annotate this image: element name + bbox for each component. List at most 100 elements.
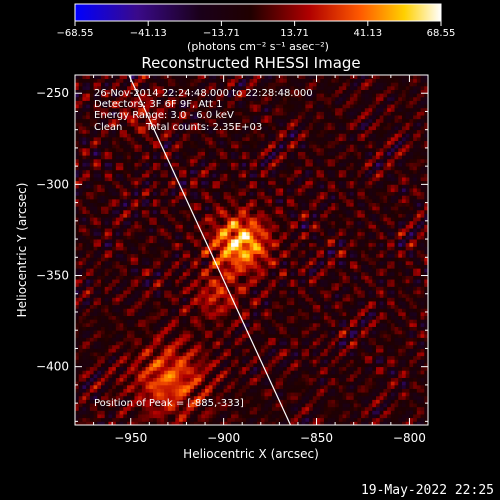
- heatmap-cell: [182, 282, 187, 287]
- heatmap-cell: [227, 85, 232, 90]
- heatmap-cell: [223, 286, 228, 291]
- heatmap-cell: [149, 301, 154, 306]
- heatmap-cell: [104, 268, 109, 273]
- heatmap-cell: [190, 377, 195, 382]
- heatmap-cell: [171, 155, 176, 160]
- heatmap-cell: [89, 282, 94, 287]
- heatmap-cell: [160, 188, 165, 193]
- heatmap-cell: [231, 373, 236, 379]
- heatmap-cell: [156, 268, 161, 273]
- heatmap-cell: [253, 191, 258, 196]
- heatmap-cell: [216, 275, 221, 280]
- heatmap-cell: [134, 100, 139, 105]
- heatmap-cell: [179, 304, 184, 309]
- heatmap-cell: [101, 133, 106, 138]
- heatmap-cell: [216, 417, 221, 422]
- heatmap-cell: [112, 377, 117, 382]
- heatmap-cell: [216, 250, 221, 255]
- heatmap-cell: [197, 293, 202, 298]
- heatmap-cell: [101, 352, 106, 357]
- heatmap-cell: [171, 344, 176, 349]
- heatmap-cell: [112, 184, 117, 189]
- heatmap-cell: [134, 359, 139, 364]
- heatmap-cell: [201, 202, 206, 207]
- heatmap-cell: [93, 352, 98, 357]
- heatmap-cell: [231, 173, 236, 178]
- heatmap-cell: [86, 366, 91, 371]
- heatmap-cell: [182, 158, 187, 163]
- heatmap-cell: [201, 228, 206, 233]
- heatmap-cell: [171, 144, 176, 149]
- heatmap-cell: [249, 115, 254, 120]
- heatmap-cell: [260, 326, 265, 331]
- heatmap-cell: [208, 341, 213, 346]
- heatmap-cell: [86, 286, 91, 291]
- heatmap-cell: [93, 202, 98, 207]
- heatmap-cell: [78, 177, 83, 182]
- heatmap-cell: [75, 122, 80, 127]
- heatmap-cell: [89, 403, 94, 408]
- heatmap-cell: [160, 290, 165, 295]
- heatmap-cell: [253, 381, 258, 386]
- heatmap-cell: [97, 290, 102, 295]
- heatmap-cell: [253, 377, 258, 382]
- heatmap-cell: [112, 96, 117, 101]
- heatmap-cell: [108, 115, 113, 120]
- heatmap-cell: [153, 195, 158, 200]
- heatmap-cell: [164, 293, 169, 298]
- heatmap-cell: [145, 264, 150, 269]
- heatmap-cell: [149, 129, 154, 134]
- heatmap-cell: [123, 403, 128, 408]
- heatmap-cell: [242, 122, 247, 127]
- heatmap-cell: [190, 344, 195, 349]
- heatmap-cell: [249, 220, 254, 225]
- heatmap-cell: [164, 308, 169, 313]
- heatmap-cell: [156, 279, 161, 284]
- heatmap-cell: [205, 224, 210, 229]
- heatmap-cell: [112, 326, 117, 331]
- heatmap-cell: [186, 180, 191, 185]
- heatmap-cell: [260, 136, 265, 142]
- heatmap-cell: [112, 381, 117, 386]
- heatmap-cell: [193, 275, 199, 280]
- heatmap-cell: [193, 235, 199, 240]
- heatmap-cell: [231, 166, 236, 171]
- heatmap-cell: [75, 213, 80, 218]
- heatmap-cell: [242, 290, 247, 295]
- heatmap-cell: [112, 206, 117, 211]
- heatmap-cell: [238, 293, 243, 298]
- heatmap-cell: [104, 202, 109, 207]
- heatmap-cell: [104, 253, 109, 258]
- heatmap-cell: [145, 366, 150, 371]
- heatmap-cell: [231, 348, 236, 353]
- heatmap-cell: [193, 209, 199, 214]
- heatmap-cell: [130, 311, 135, 317]
- heatmap-cell: [245, 348, 251, 353]
- heatmap-cell: [119, 392, 124, 397]
- heatmap-cell: [89, 206, 94, 211]
- heatmap-cell: [223, 78, 228, 83]
- heatmap-cell: [264, 257, 269, 262]
- heatmap-cell: [193, 147, 199, 152]
- heatmap-cell: [260, 217, 265, 222]
- heatmap-cell: [171, 151, 176, 156]
- heatmap-cell: [223, 370, 228, 375]
- heatmap-cell: [167, 96, 173, 101]
- heatmap-cell: [156, 366, 161, 371]
- heatmap-cell: [89, 348, 94, 353]
- heatmap-cell: [264, 184, 269, 189]
- heatmap-cell: [242, 352, 247, 357]
- heatmap-cell: [201, 177, 206, 182]
- heatmap-cell: [141, 363, 146, 368]
- heatmap-cell: [179, 392, 184, 397]
- heatmap-cell: [245, 242, 251, 247]
- heatmap-cell: [138, 250, 143, 255]
- heatmap-cell: [153, 395, 158, 400]
- heatmap-cell: [82, 107, 87, 112]
- heatmap-cell: [89, 271, 94, 276]
- heatmap-cell: [234, 264, 239, 269]
- heatmap-cell: [78, 224, 83, 229]
- heatmap-cell: [127, 209, 132, 214]
- heatmap-cell: [89, 169, 94, 174]
- heatmap-cell: [193, 286, 199, 291]
